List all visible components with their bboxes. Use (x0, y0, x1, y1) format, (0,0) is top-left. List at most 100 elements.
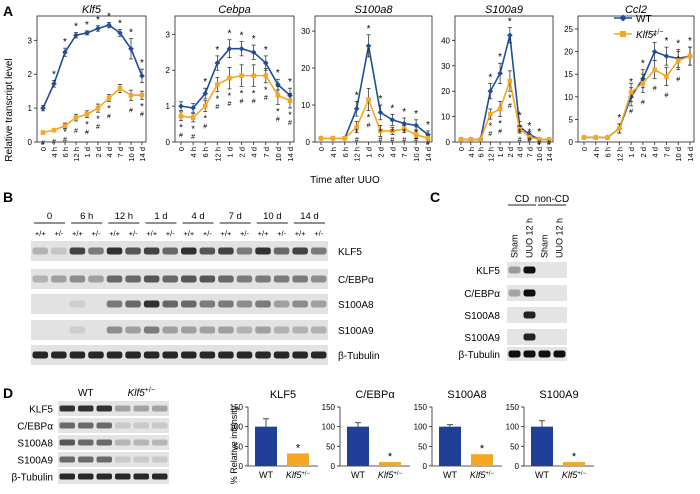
plot-frame (174, 15, 295, 143)
x-tick-label: 7 d (662, 147, 671, 157)
het-bar (287, 453, 309, 466)
blot-band (523, 289, 536, 297)
blot-band (69, 247, 86, 255)
significance-hash: # (288, 120, 292, 127)
het-bar (471, 454, 493, 466)
x-tick-label: 7 d (400, 147, 409, 157)
y-tick-label: 3 (166, 30, 171, 39)
blot-band (236, 300, 253, 308)
significance-star: * (572, 451, 577, 463)
x-tick-label: 4 h (329, 147, 338, 157)
timepoint-label: 10 d (263, 211, 282, 222)
wt-data-point (497, 70, 503, 77)
het-label: Klf5+/− (128, 387, 155, 399)
het-data-point (227, 75, 232, 81)
blot-band (115, 439, 131, 446)
blot-band (523, 311, 536, 319)
significance-hash: # (63, 137, 67, 144)
x-tick-label: 12 h (615, 147, 624, 162)
wt-data-point (651, 48, 658, 55)
significance-star: * (508, 17, 512, 28)
blot-band (78, 473, 94, 480)
y-tick-label: 10 (564, 93, 573, 102)
y-tick-label: 100 (322, 423, 336, 432)
blot-band (69, 351, 86, 359)
blot-band (523, 333, 536, 341)
significance-star: * (518, 111, 522, 122)
het-data-point (652, 67, 657, 73)
y-tick-label: 50 (234, 442, 243, 451)
x-tick-label: 12 h (353, 147, 362, 162)
blot-row-s100a8: S100A8 (31, 294, 374, 314)
het-data-point (640, 80, 646, 86)
genotype-label: +/- (203, 229, 212, 238)
het-data-point (263, 73, 269, 78)
y-tick-label: 50 (510, 442, 519, 451)
significance-star: * (537, 127, 541, 138)
blot-band (310, 300, 327, 308)
blot-strip (58, 452, 169, 467)
panel-letter-b: B (3, 189, 13, 205)
blot-band (236, 351, 253, 359)
blot-band (133, 422, 149, 429)
significance-hash: # (129, 107, 133, 114)
significance-star: * (252, 88, 256, 98)
significance-star: * (641, 59, 645, 70)
het-data-point (581, 135, 587, 140)
significance-star: * (508, 93, 512, 103)
bar-chart-cebp: C/EBPα 0 50 100 150 WT * Klf5+/− (322, 389, 410, 480)
wt-data-point (413, 122, 419, 129)
blot-band (88, 247, 104, 255)
x-tick-label: 1 d (83, 147, 92, 157)
blot-band (236, 275, 253, 283)
blot-strip (507, 347, 567, 361)
blot-band (310, 247, 327, 255)
genotype-label: +/+ (146, 229, 157, 238)
wt-data-point (425, 131, 431, 138)
x-tick-label: 2 d (506, 147, 515, 157)
blot-band (236, 247, 253, 255)
x-tick-label: 4 d (516, 147, 525, 157)
bar-chart-s100a9: S100A9 0 50 100 150 WT * Klf5+/− (506, 389, 594, 480)
panel-d-ylabel: % Relative intensity (229, 405, 239, 484)
blot-band (78, 405, 94, 412)
chart-title: Klf5 (82, 4, 102, 16)
wt-series-line (584, 50, 691, 139)
het-data-point (617, 126, 622, 131)
wt-bar (439, 426, 461, 466)
het-data-point (605, 135, 610, 140)
blot-band (115, 405, 131, 412)
legend-het-label: Klf5+/− (636, 29, 663, 41)
timepoint-label: 4 d (191, 211, 204, 222)
x-tick-label: 14 d (424, 147, 433, 162)
significance-hash: # (629, 108, 633, 115)
significance-star: * (74, 22, 78, 33)
genotype-label: +/- (314, 229, 323, 238)
y-tick-label: 150 (322, 403, 336, 412)
x-tick-label: 4 d (388, 147, 397, 157)
blot-band (181, 300, 197, 308)
significance-star: * (179, 122, 183, 132)
significance-star: * (96, 15, 100, 26)
blot-band (255, 351, 271, 359)
significance-hash: # (264, 95, 268, 102)
het-data-point (507, 78, 513, 84)
x-tick-label: 7 d (262, 147, 271, 157)
significance-star: * (227, 29, 231, 40)
significance-hash: # (367, 123, 371, 130)
significance-star: * (85, 120, 89, 130)
blot-band (199, 351, 216, 359)
x-tick-label: 2 d (639, 147, 648, 157)
significance-star: * (296, 442, 301, 454)
row-label: β-Tubulin (338, 351, 380, 362)
x-tick-label: 0 (580, 147, 589, 151)
significance-star: * (617, 113, 621, 124)
blot-band (553, 350, 566, 358)
significance-star: * (488, 73, 492, 84)
wt-bar (531, 426, 553, 466)
y-tick-label: 20 (564, 48, 573, 57)
y-tick-label: 150 (506, 403, 520, 412)
blot-band (255, 326, 271, 334)
